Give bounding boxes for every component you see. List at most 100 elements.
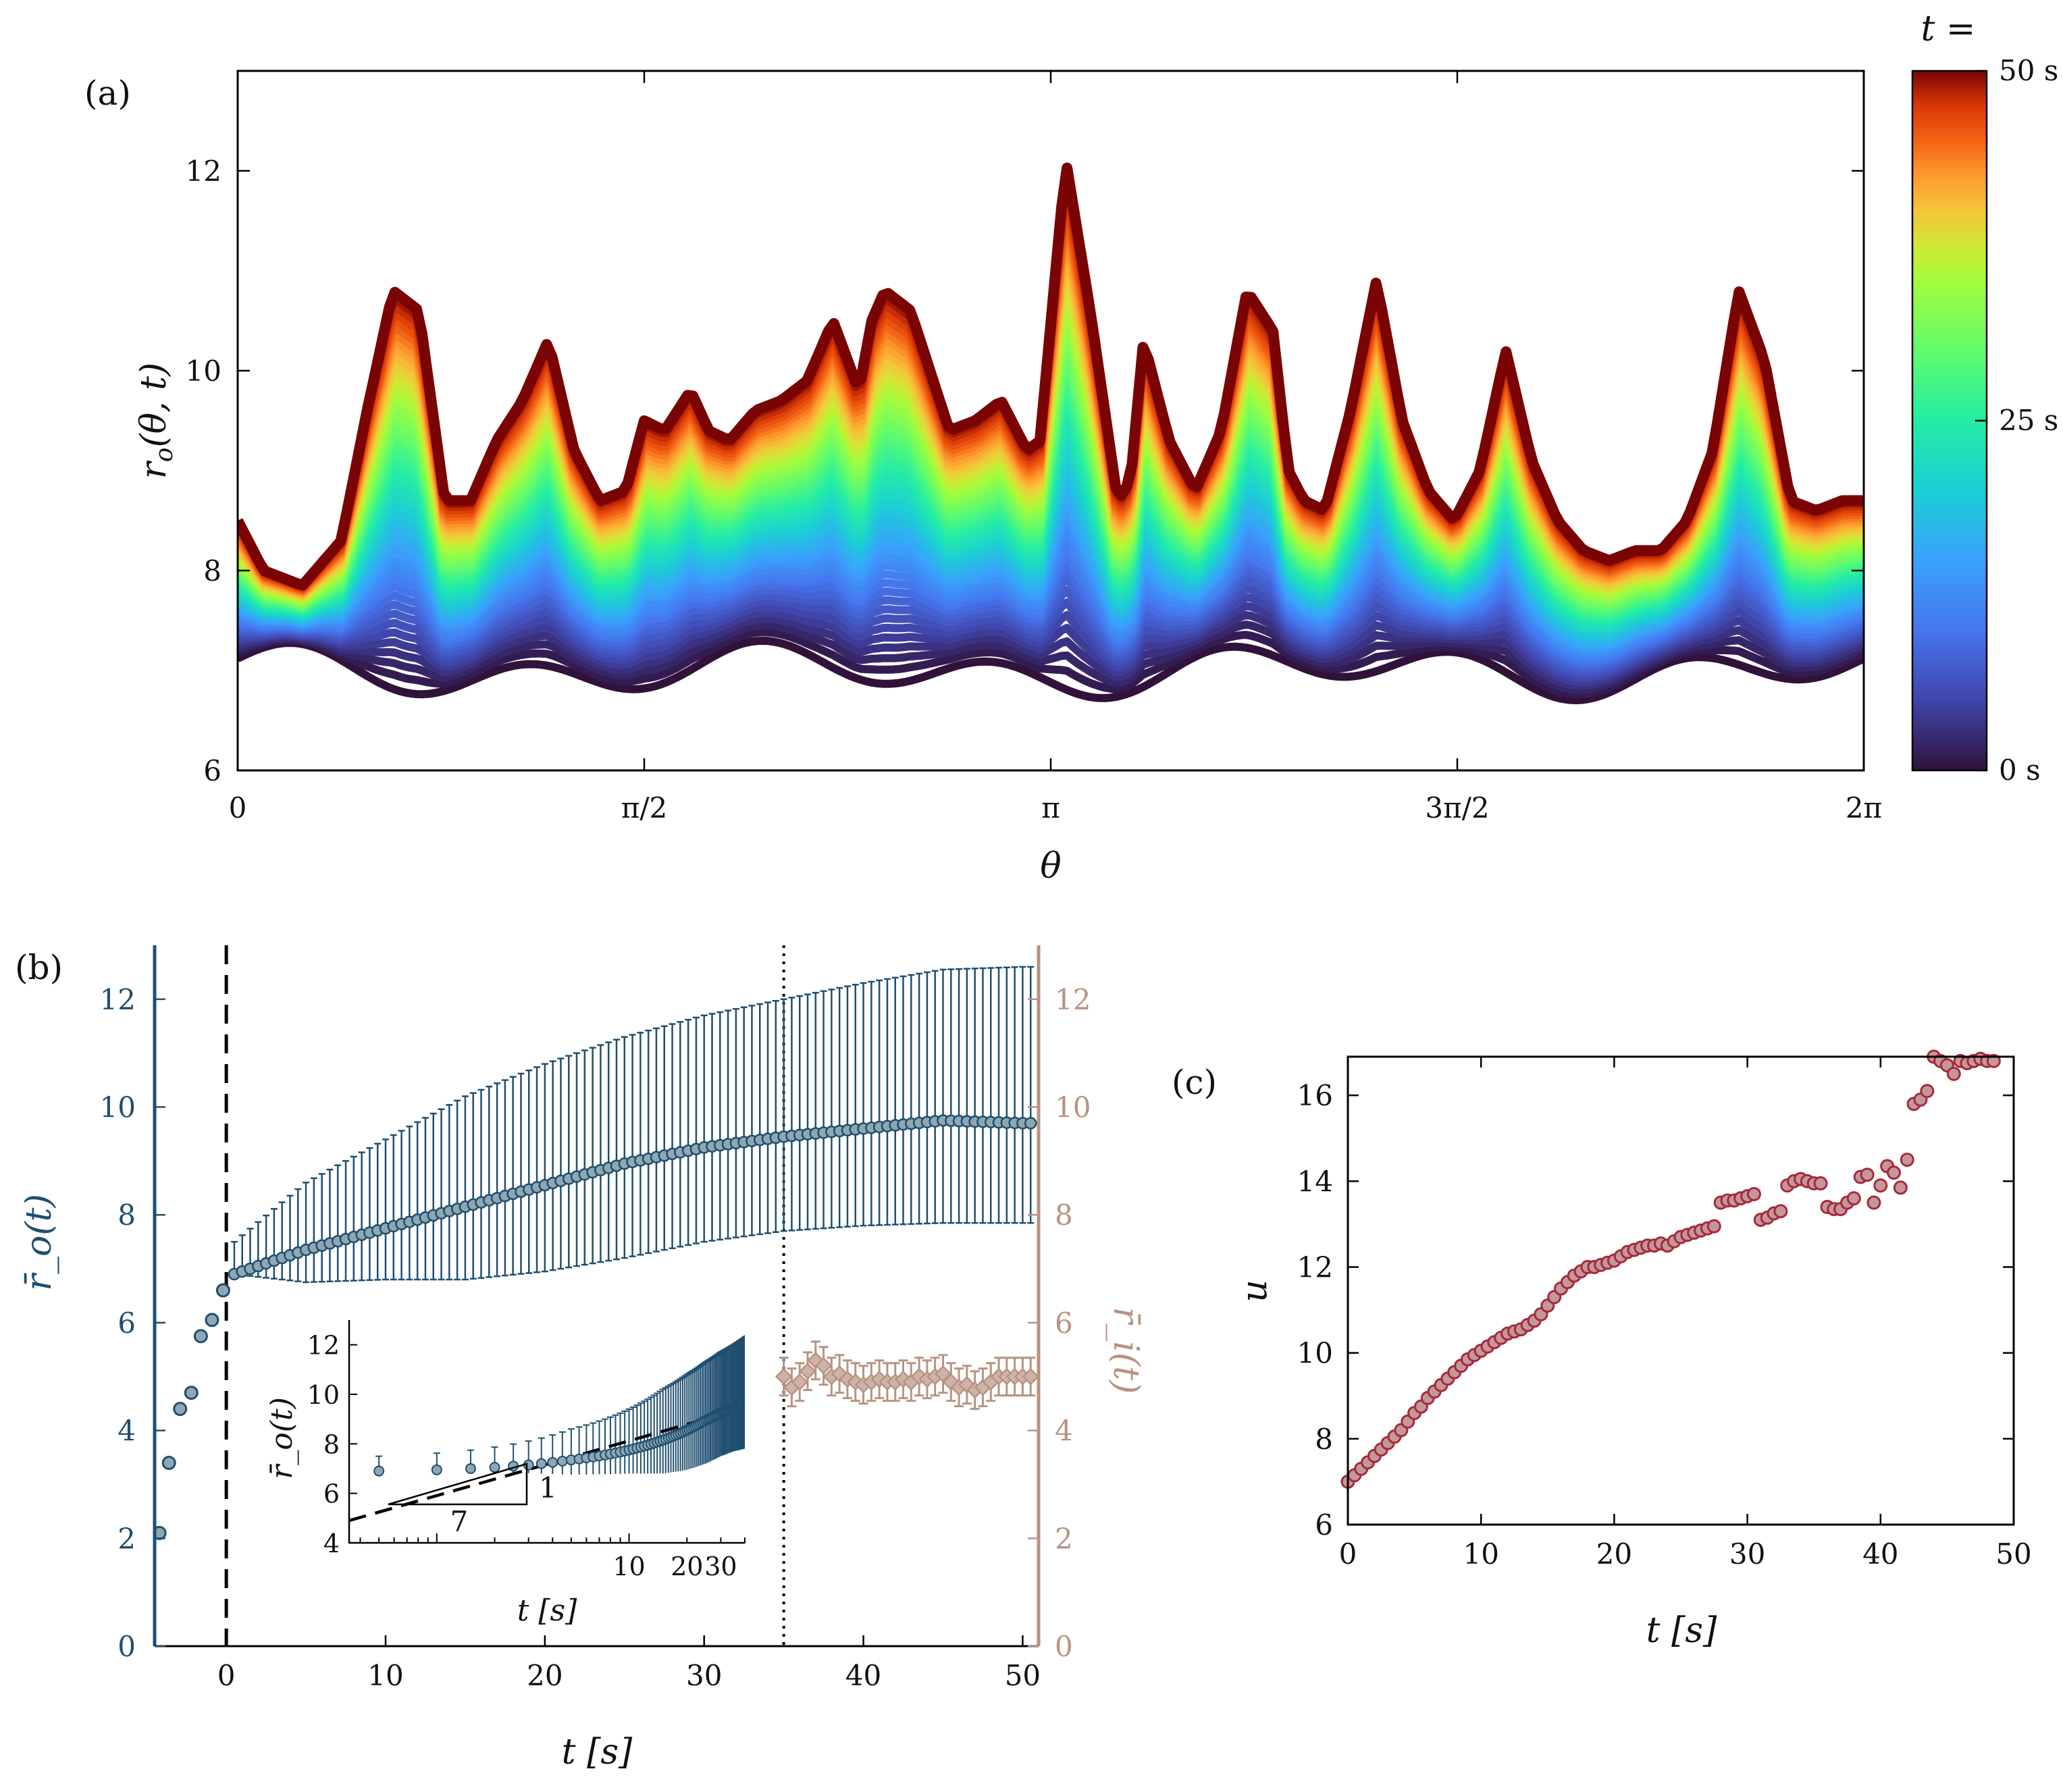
outer-mean-point xyxy=(1024,1117,1037,1130)
x-tick-label: π xyxy=(1041,791,1060,824)
left-y-tick-label: 0 xyxy=(117,1630,136,1663)
y-tick-label: 14 xyxy=(1297,1165,1333,1198)
y-tick-label: 6 xyxy=(203,754,221,787)
ylabel-sub: o xyxy=(151,448,178,463)
inner-point xyxy=(775,1368,793,1386)
inset-point xyxy=(431,1464,442,1475)
inset-data xyxy=(349,1334,769,1523)
panel-b-data xyxy=(155,945,1039,1646)
y-tick-label: 10 xyxy=(186,354,221,388)
x-tick-label: 40 xyxy=(1862,1537,1898,1571)
inset-point xyxy=(489,1462,500,1473)
inset-point xyxy=(746,1397,756,1406)
right-y-tick-label: 4 xyxy=(1055,1415,1073,1448)
n-point xyxy=(1887,1165,1902,1180)
pre-point xyxy=(193,1329,208,1344)
panel-a-y-ticks: 6 8 10 12 xyxy=(186,155,1864,787)
profile-curve xyxy=(238,162,1864,591)
panel-b-y-ticks: 0 0 2 2 4 4 6 6 8 8 10 10 12 12 xyxy=(100,983,1091,1663)
n-point xyxy=(1860,1167,1875,1182)
panel-a-xlabel: θ xyxy=(1040,846,1061,887)
right-y-tick-label: 10 xyxy=(1055,1091,1091,1124)
n-point xyxy=(1746,1186,1761,1201)
x-tick-label: 0 xyxy=(229,791,247,824)
inset-point xyxy=(743,1399,745,1406)
colorbar-title: t = xyxy=(1921,9,1976,49)
right-y-tick-label: 0 xyxy=(1055,1630,1073,1663)
panel-b-inset: 4 6 8 10 12 10 20 30 t [s] r̄_o(t) 7 1 xyxy=(265,1320,769,1628)
n-point xyxy=(1946,1066,1961,1081)
slope-triangle xyxy=(388,1462,528,1506)
inner-point xyxy=(934,1365,952,1383)
inset-point xyxy=(760,1397,769,1406)
inset-xlabel: t [s] xyxy=(517,1593,577,1628)
x-tick-label: 40 xyxy=(845,1659,881,1692)
inset-point xyxy=(547,1456,558,1468)
panel-c-frame xyxy=(1347,1055,2015,1526)
colorbar-tick-label: 50 s xyxy=(1999,54,2058,87)
inset-x-tick-label: 10 xyxy=(612,1552,645,1581)
left-y-tick-label: 2 xyxy=(117,1522,136,1555)
inset-point xyxy=(751,1396,760,1405)
panel-c-ylabel: n xyxy=(1239,1280,1280,1302)
inset-point xyxy=(749,1396,758,1406)
x-tick-label: 20 xyxy=(527,1659,563,1692)
panel-a-x-ticks: 0 π/2 π 3π/2 2π xyxy=(229,71,1882,824)
n-point xyxy=(1813,1176,1828,1191)
y-tick-label: 8 xyxy=(1315,1423,1333,1456)
panel-b-xlabel: t [s] xyxy=(562,1732,633,1772)
slope-rise-label: 1 xyxy=(539,1471,557,1504)
inset-y-tick-label: 6 xyxy=(323,1479,340,1509)
colorbar-tick-label: 0 s xyxy=(1999,754,2041,787)
n-point xyxy=(1846,1191,1861,1206)
inset-point xyxy=(758,1397,767,1406)
x-tick-label: 30 xyxy=(1729,1537,1765,1571)
x-tick-label: 10 xyxy=(367,1659,403,1692)
right-y-tick-label: 2 xyxy=(1055,1522,1073,1555)
n-point xyxy=(1873,1178,1888,1193)
x-tick-label: π/2 xyxy=(621,791,667,824)
inset-y-tick-label: 10 xyxy=(307,1380,340,1410)
x-tick-label: 20 xyxy=(1596,1537,1632,1571)
y-tick-label: 6 xyxy=(1315,1508,1333,1541)
x-tick-label: 3π/2 xyxy=(1425,791,1489,824)
pre-point xyxy=(173,1402,188,1417)
inner-point xyxy=(799,1363,816,1380)
panel-a-ylabel: ro(θ, t) xyxy=(134,363,178,479)
panel-a: (a) 0 π/2 π 3π/2 2π 6 8 10 12 θ ro(θ, t) t = 0 … xyxy=(84,9,2058,887)
y-tick-label: 12 xyxy=(1297,1251,1333,1284)
left-y-tick-label: 4 xyxy=(117,1415,136,1448)
colorbar-gradient xyxy=(1911,70,1988,772)
y-tick-label: 16 xyxy=(1297,1079,1333,1112)
inset-point xyxy=(744,1400,745,1404)
panel-a-label: (a) xyxy=(84,74,131,113)
panel-b-label: (b) xyxy=(15,948,63,987)
right-y-tick-label: 6 xyxy=(1055,1307,1073,1340)
x-tick-label: 30 xyxy=(686,1659,722,1692)
left-y-tick-label: 12 xyxy=(100,983,136,1016)
inset-x-tick-label: 20 xyxy=(671,1552,703,1581)
inset-point xyxy=(753,1396,762,1406)
pre-point xyxy=(205,1313,219,1327)
inset-ylabel: r̄_o(t) xyxy=(265,1397,299,1479)
colorbar-ticks: 0 s 25 s 50 s xyxy=(1975,54,2058,787)
panel-b-left-ylabel: r̄_o(t) xyxy=(19,1194,59,1291)
ylabel-args: (θ, t) xyxy=(134,363,174,448)
inset-ticks: 4 6 8 10 12 10 20 30 xyxy=(307,1331,746,1581)
n-point xyxy=(1893,1180,1908,1195)
n-point xyxy=(1986,1053,2001,1068)
left-y-tick-label: 6 xyxy=(117,1307,136,1340)
x-tick-label: 0 xyxy=(217,1659,236,1692)
inset-point xyxy=(754,1396,764,1406)
slope-run-label: 7 xyxy=(450,1505,469,1538)
profile-curves xyxy=(238,162,1864,704)
x-tick-label: 50 xyxy=(1005,1659,1041,1692)
inset-point xyxy=(757,1397,766,1406)
inset-point xyxy=(754,1396,763,1406)
panel-b-x-ticks: 0 10 20 30 40 50 xyxy=(217,1635,1041,1692)
inset-point xyxy=(465,1463,476,1474)
n-point xyxy=(1866,1195,1881,1210)
inset-point xyxy=(756,1396,766,1406)
inner-point xyxy=(1022,1368,1039,1386)
